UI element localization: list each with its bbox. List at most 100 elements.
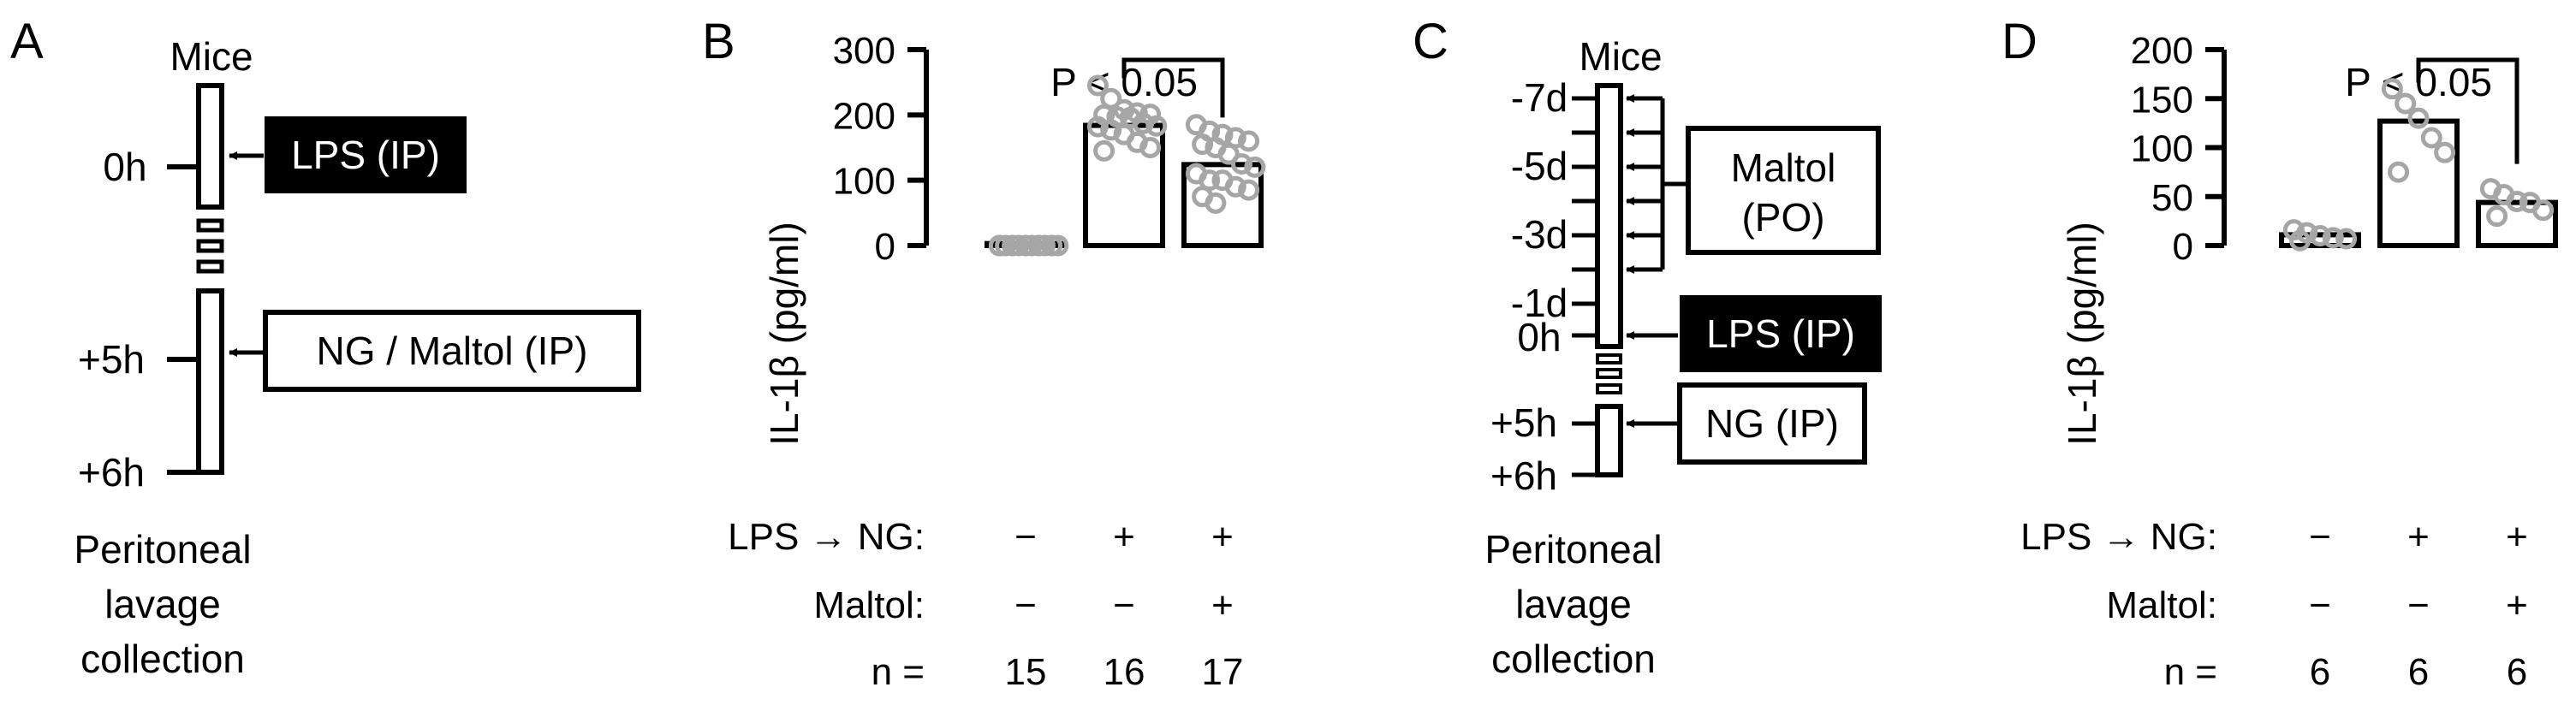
y-axis-label: IL-1β (pg/ml) xyxy=(2060,222,2104,446)
time-label: +5h xyxy=(1490,400,1557,445)
panel-b-letter: B xyxy=(702,14,735,69)
data-point xyxy=(988,234,1010,257)
data-point xyxy=(1002,234,1024,257)
timeline-break xyxy=(196,218,224,233)
panel-a-letter: A xyxy=(10,14,44,69)
data-point xyxy=(1041,234,1063,257)
data-point xyxy=(1086,74,1109,97)
n-value: 6 xyxy=(2507,651,2527,693)
y-axis-label: IL-1β (pg/ml) xyxy=(762,222,806,446)
row-label-n: n = xyxy=(2164,651,2217,693)
lps-ng-value: − xyxy=(1014,516,1037,558)
panel-c-letter: C xyxy=(1413,14,1449,69)
plot-area: 0 100 200 300 − − 15 + − 16 + +17 xyxy=(833,30,1266,693)
n-value: 15 xyxy=(1005,651,1047,693)
lps-ng-value: + xyxy=(1211,516,1234,558)
panel-b: B IL-1β (pg/ml) P < 0.05 LPS → NG: Malto… xyxy=(702,14,1266,693)
lps-box xyxy=(265,116,467,193)
timeline-break xyxy=(196,239,224,253)
footer-line: lavage xyxy=(104,582,221,626)
lps-box xyxy=(1680,295,1882,372)
data-point xyxy=(2322,227,2344,249)
lps-ng-value: + xyxy=(2506,516,2528,558)
time-label: -3d xyxy=(1511,212,1568,257)
ng-box xyxy=(1677,382,1867,465)
data-point xyxy=(2434,141,2456,163)
treatment-box-label: NG / Maltol (IP) xyxy=(317,329,588,373)
panel-a: A Mice 0h +5h +6h LPS (IP) NG / Maltol (… xyxy=(10,14,641,681)
maltol-box-line: Maltol xyxy=(1731,145,1836,190)
row-label-maltol: Maltol: xyxy=(2106,584,2217,626)
footer-line: collection xyxy=(80,637,245,681)
footer-line: collection xyxy=(1491,637,1656,681)
time-label: 0h xyxy=(1517,315,1561,359)
row-label-maltol: Maltol: xyxy=(813,584,925,626)
time-label: +6h xyxy=(1490,453,1557,498)
plot-area: 0 50 100 150 200 − − 6 + − 6 + +6 xyxy=(2131,30,2558,693)
data-point xyxy=(2486,205,2508,228)
data-point xyxy=(2381,78,2403,100)
y-tick-label: 300 xyxy=(833,30,895,72)
maltol-arrows xyxy=(1626,94,1687,274)
row-label-n: n = xyxy=(872,651,925,693)
significance-bracket xyxy=(2416,57,2519,164)
data-point xyxy=(1238,130,1260,152)
timeline-break xyxy=(196,259,224,274)
data-point xyxy=(2395,92,2417,115)
n-value: 6 xyxy=(2408,651,2429,693)
data-point xyxy=(1192,133,1214,156)
day-ticks xyxy=(1572,96,1621,477)
data-point xyxy=(1093,139,1115,162)
y-tick-label: 0 xyxy=(2173,226,2193,268)
maltol-value: − xyxy=(1113,584,1135,626)
y-tick-label: 50 xyxy=(2151,177,2193,219)
maltol-value: − xyxy=(1014,584,1037,626)
maltol-value: + xyxy=(1211,584,1234,626)
lps-ng-value: + xyxy=(2407,516,2430,558)
data-point xyxy=(1231,153,1252,175)
time-label: 0h xyxy=(103,145,146,189)
data-point xyxy=(1244,156,1266,178)
data-point xyxy=(1133,112,1154,134)
data-point xyxy=(1238,179,1260,201)
timeline-break xyxy=(1596,368,1622,379)
treatment-box xyxy=(263,310,641,392)
data-point xyxy=(1145,115,1168,137)
footer-line: lavage xyxy=(1515,582,1632,626)
lps-box-label: LPS (IP) xyxy=(1706,311,1855,356)
significance-bracket xyxy=(1121,57,1225,118)
data-point xyxy=(2335,228,2358,250)
y-tick-label: 200 xyxy=(833,95,895,137)
panel-a-title: Mice xyxy=(170,34,253,79)
data-point xyxy=(2388,161,2410,183)
maltol-value: − xyxy=(2407,584,2430,626)
time-label: +5h xyxy=(78,337,145,382)
panel-d: D IL-1β (pg/ml) P < 0.05 LPS → NG: Malto… xyxy=(2002,14,2558,693)
n-value: 17 xyxy=(1202,651,1244,693)
data-point xyxy=(2506,190,2528,212)
time-label: -1d xyxy=(1511,281,1568,325)
data-point xyxy=(1086,116,1109,138)
panel-d-letter: D xyxy=(2002,14,2038,69)
ng-box-label: NG (IP) xyxy=(1705,401,1839,446)
maltol-value: + xyxy=(2506,584,2528,626)
data-point xyxy=(2420,127,2442,149)
data-point xyxy=(1205,192,1227,214)
y-tick-label: 0 xyxy=(875,226,895,268)
data-point xyxy=(2289,229,2311,252)
panel-c-title: Mice xyxy=(1579,34,1662,79)
time-label: +6h xyxy=(78,450,145,495)
data-point xyxy=(2532,199,2555,222)
maltol-box xyxy=(1686,126,1881,255)
y-tick-label: 100 xyxy=(833,161,895,203)
n-value: 6 xyxy=(2310,651,2330,693)
timeline-break xyxy=(1596,383,1622,394)
timeline-bar-top xyxy=(1595,83,1623,349)
row-label-lps-ng: LPS → NG: xyxy=(728,516,925,558)
data-point xyxy=(1217,143,1240,165)
row-label-lps-ng: LPS → NG: xyxy=(2020,516,2217,558)
timeline-bar-bottom xyxy=(196,288,224,475)
lps-box-label: LPS (IP) xyxy=(291,133,440,177)
data-point xyxy=(2309,225,2331,247)
